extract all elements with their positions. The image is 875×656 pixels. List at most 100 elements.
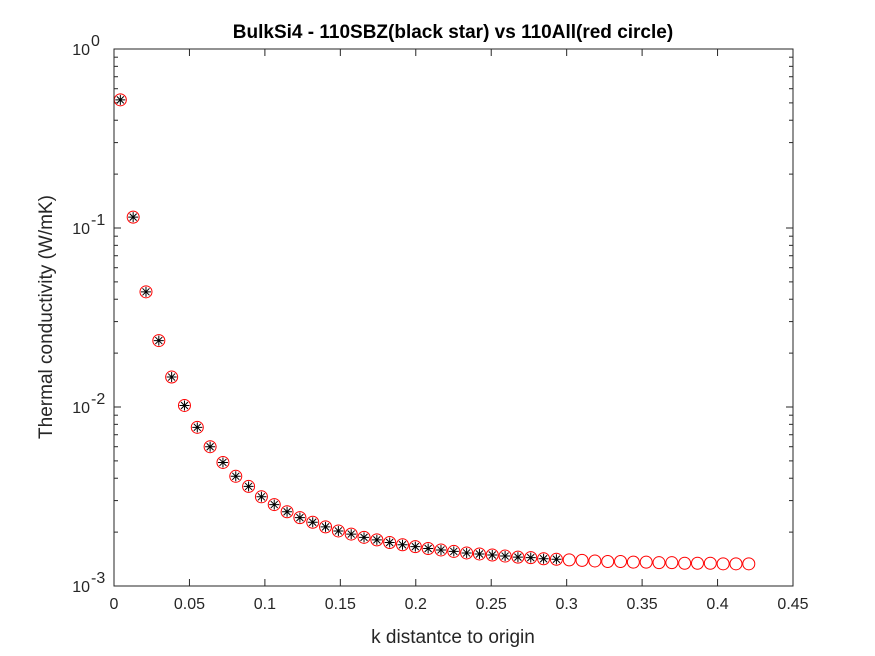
axes-box <box>113 48 794 587</box>
x-tick-label: 0 <box>110 596 119 613</box>
red-circle-point <box>357 530 371 544</box>
axis-ticks: 0 0.05 0.1 0.15 0.2 0.25 0.3 0.35 0.4 0.4510-310-… <box>72 33 808 613</box>
red-circle-point <box>395 538 409 552</box>
y-tick-label-base: 10 <box>72 579 90 596</box>
red-circle-point <box>434 543 448 557</box>
black-star-point <box>525 552 536 563</box>
red-circle-point <box>703 556 717 570</box>
y-tick-label: 10-2 <box>72 391 105 417</box>
red-circle-point <box>626 555 640 569</box>
red-circle-point <box>678 556 692 570</box>
red-circle-point <box>344 527 358 541</box>
black-star-point <box>512 552 523 563</box>
red-circle-point <box>177 398 191 412</box>
x-tick-label: 0.25 <box>476 596 507 613</box>
red-circle-point <box>293 511 307 525</box>
x-tick-label: 0.05 <box>174 596 205 613</box>
red-circle-point <box>319 520 333 534</box>
black-star-point <box>256 491 267 502</box>
red-circle-point <box>485 548 499 562</box>
y-tick-label: 100 <box>72 33 100 59</box>
black-star-point <box>140 286 151 297</box>
black-star-point <box>371 534 382 545</box>
red-circle-point <box>562 553 576 567</box>
red-circle-point <box>729 557 743 571</box>
black-star-point <box>423 543 434 554</box>
black-star-point <box>115 94 126 105</box>
black-star-point <box>217 457 228 468</box>
x-tick-label: 0.3 <box>556 596 578 613</box>
red-circle-point <box>639 555 653 569</box>
red-circle-point <box>588 554 602 568</box>
red-circle-point <box>549 552 563 566</box>
y-axis-title: Thermal conductivity (W/mK) <box>36 195 57 439</box>
x-tick-label: 0.4 <box>706 596 728 613</box>
red-circle-point <box>690 556 704 570</box>
black-star-point <box>307 517 318 528</box>
red-circle-point <box>254 490 268 504</box>
black-star-point <box>397 539 408 550</box>
black-star-point <box>461 547 472 558</box>
plot-area <box>114 49 793 586</box>
black-star-point <box>410 541 421 552</box>
x-axis-title: k distantce to origin <box>371 627 535 648</box>
red-circle-point <box>408 540 422 554</box>
red-circle-point <box>139 285 153 299</box>
red-circle-point <box>280 505 294 519</box>
black-star-point <box>269 499 280 510</box>
red-circle-point <box>472 547 486 561</box>
red-circle-point <box>716 557 730 571</box>
red-circle-point <box>498 549 512 563</box>
y-tick-label-exponent: 0 <box>91 33 100 50</box>
x-tick-label: 0.45 <box>777 596 808 613</box>
black-star-point <box>282 506 293 517</box>
black-star-point <box>179 400 190 411</box>
black-star-point <box>320 521 331 532</box>
red-circle-point <box>511 550 525 564</box>
black-star-point <box>153 335 164 346</box>
black-star-point <box>128 212 139 223</box>
red-circle-point <box>575 553 589 567</box>
black-star-point <box>205 441 216 452</box>
red-circle-point <box>216 455 230 469</box>
black-star-point <box>448 546 459 557</box>
red-circle-point <box>190 420 204 434</box>
black-star-point <box>435 544 446 555</box>
black-star-point <box>487 550 498 560</box>
black-star-point <box>294 512 305 523</box>
red-circle-point <box>267 498 281 512</box>
black-star-point <box>551 554 562 565</box>
y-tick-label-exponent: -1 <box>91 212 105 229</box>
black-star-point <box>192 422 203 433</box>
red-circle-point <box>537 552 551 566</box>
black-star-point <box>384 537 395 548</box>
black-star-point <box>359 532 370 543</box>
black-star-point <box>166 372 177 383</box>
y-tick-label-base: 10 <box>72 42 90 59</box>
red-circle-point <box>242 479 256 493</box>
x-tick-label: 0.1 <box>254 596 276 613</box>
red-circle-point <box>165 370 179 384</box>
red-circle-point <box>203 440 217 454</box>
black-star-point <box>333 525 344 536</box>
black-star-point <box>230 471 241 482</box>
data-marks <box>113 93 756 571</box>
red-circle-point <box>306 515 320 529</box>
red-circle-point <box>383 535 397 549</box>
red-circle-point <box>524 551 538 565</box>
black-star-point <box>243 481 254 492</box>
x-tick-label: 0.35 <box>627 596 658 613</box>
red-circle-point <box>421 541 435 555</box>
y-tick-label: 10-1 <box>72 212 105 238</box>
red-circle-point <box>742 557 756 571</box>
red-circle-point <box>370 533 384 547</box>
y-tick-label-base: 10 <box>72 400 90 417</box>
red-circle-point <box>229 469 243 483</box>
red-circle-point <box>665 556 679 570</box>
y-tick-label-exponent: -3 <box>91 570 105 587</box>
red-circle-point <box>447 544 461 558</box>
y-tick-label: 10-3 <box>72 570 105 596</box>
y-tick-label-exponent: -2 <box>91 391 105 408</box>
y-tick-label-base: 10 <box>72 221 90 238</box>
